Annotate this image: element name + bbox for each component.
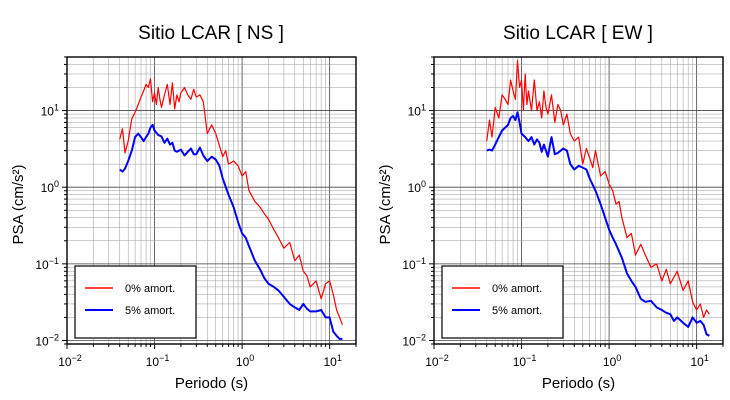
grid	[433, 56, 724, 345]
legend-box	[441, 265, 564, 339]
x-tick-label: 10−1	[513, 353, 537, 369]
y-tick-label: 100	[408, 179, 426, 195]
panel-ew: 10−2 10−1 100 101 10−2 10−1 100 101 Sitio LCAR […	[377, 23, 724, 392]
chart-title: Sitio LCAR [ NS ]	[138, 23, 284, 44]
chart-title: Sitio LCAR [ EW ]	[503, 23, 653, 44]
y-axis-label: PSA (cm/s²)	[10, 164, 27, 244]
y-axis-label: PSA (cm/s²)	[377, 164, 394, 244]
x-tick-label: 101	[323, 353, 341, 369]
x-tick-label: 10−2	[425, 353, 449, 369]
x-tick-label: 100	[603, 353, 621, 369]
y-tick-label: 101	[408, 103, 426, 119]
axis-ticks	[429, 56, 724, 349]
y-tick-label: 10−1	[35, 256, 59, 272]
grid	[66, 56, 357, 345]
plot-frame	[433, 56, 724, 345]
x-tick-label: 100	[236, 353, 254, 369]
plot-frame	[66, 56, 357, 345]
y-tick-label: 10−1	[402, 256, 426, 272]
legend-label: 0% amort.	[125, 283, 175, 295]
series-line-0pct	[119, 78, 343, 326]
series-line-5pct	[486, 111, 710, 337]
x-axis-label: Periodo (s)	[175, 375, 248, 392]
x-tick-label: 10−2	[58, 353, 82, 369]
series-line-0pct	[486, 59, 710, 318]
x-tick-label: 101	[690, 353, 708, 369]
axis-ticks	[62, 56, 357, 349]
series-line-5pct	[119, 123, 343, 340]
legend-label: 5% amort.	[125, 305, 175, 317]
legend: 0% amort. 5% amort.	[74, 265, 197, 339]
panel-ns: 10−2 10−1 100 101 10−2 10−1 100 101 Sitio LCAR […	[10, 23, 357, 392]
y-tick-label: 101	[41, 103, 59, 119]
x-axis-label: Periodo (s)	[542, 375, 615, 392]
x-tick-label: 10−1	[146, 353, 170, 369]
legend-box	[74, 265, 197, 339]
legend-label: 5% amort.	[492, 305, 542, 317]
legend: 0% amort. 5% amort.	[441, 265, 564, 339]
y-tick-label: 100	[41, 179, 59, 195]
y-tick-label: 10−2	[35, 332, 59, 348]
y-tick-label: 10−2	[402, 332, 426, 348]
legend-label: 0% amort.	[492, 283, 542, 295]
